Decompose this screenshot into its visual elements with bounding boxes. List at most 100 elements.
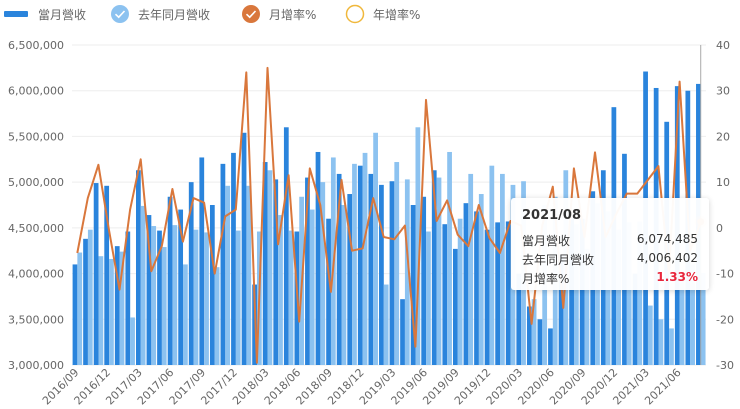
bar-current[interactable]: [241, 132, 247, 365]
bar-current[interactable]: [526, 306, 532, 365]
bar-last-year[interactable]: [98, 256, 104, 365]
bar-last-year[interactable]: [214, 267, 220, 365]
bar-current[interactable]: [336, 173, 342, 365]
legend-item-yoy-growth[interactable]: 年增率%: [345, 4, 420, 24]
bar-last-year[interactable]: [700, 272, 706, 365]
bar-last-year[interactable]: [679, 278, 685, 365]
bar-current[interactable]: [273, 179, 279, 365]
bar-last-year[interactable]: [193, 229, 199, 365]
bar-current[interactable]: [157, 230, 162, 365]
bar-last-year[interactable]: [573, 224, 579, 365]
bar-last-year[interactable]: [278, 215, 283, 365]
bar-last-year[interactable]: [130, 317, 135, 365]
bar-current[interactable]: [389, 181, 395, 365]
bar-last-year[interactable]: [352, 163, 357, 365]
bar-current[interactable]: [231, 152, 236, 365]
bar-last-year[interactable]: [288, 230, 294, 365]
bar-current[interactable]: [72, 264, 78, 365]
bar-current[interactable]: [505, 221, 511, 365]
bar-current[interactable]: [209, 205, 215, 365]
bar-current[interactable]: [305, 177, 310, 365]
bar-current[interactable]: [114, 246, 120, 365]
bar-current[interactable]: [421, 196, 427, 365]
bar-current[interactable]: [368, 173, 374, 365]
bar-last-year[interactable]: [616, 229, 622, 365]
bar-last-year[interactable]: [235, 230, 241, 365]
bar-last-year[interactable]: [637, 221, 643, 365]
bar-last-year[interactable]: [500, 173, 505, 365]
bar-current[interactable]: [379, 184, 384, 365]
bar-current[interactable]: [347, 194, 353, 365]
bar-last-year[interactable]: [426, 231, 431, 365]
bar-current[interactable]: [453, 248, 458, 365]
legend-item-current-revenue[interactable]: 當月營收: [4, 4, 86, 24]
bar-last-year[interactable]: [140, 205, 146, 365]
bar-current[interactable]: [93, 183, 99, 365]
bar-last-year[interactable]: [161, 247, 167, 365]
bar-current[interactable]: [199, 157, 205, 365]
bar-last-year[interactable]: [373, 132, 378, 365]
bar-current[interactable]: [136, 170, 141, 365]
bar-last-year[interactable]: [309, 209, 315, 365]
bar-current[interactable]: [410, 205, 416, 365]
bar-last-year[interactable]: [489, 165, 495, 365]
bar-last-year[interactable]: [415, 127, 421, 366]
bar-current[interactable]: [548, 328, 553, 365]
bar-current[interactable]: [484, 229, 490, 365]
bar-current[interactable]: [188, 182, 194, 365]
bar-current[interactable]: [146, 215, 152, 365]
bar-last-year[interactable]: [109, 258, 114, 365]
bar-last-year[interactable]: [204, 232, 209, 365]
bar-last-year[interactable]: [87, 229, 93, 365]
bar-last-year[interactable]: [119, 251, 125, 365]
bar-current[interactable]: [357, 165, 363, 365]
legend-item-mom-growth[interactable]: 月增率%: [241, 4, 316, 24]
bar-current[interactable]: [220, 163, 226, 365]
bar-current[interactable]: [326, 218, 331, 365]
bar-current[interactable]: [442, 224, 448, 365]
bar-last-year[interactable]: [320, 182, 326, 365]
bar-last-year[interactable]: [457, 218, 463, 365]
bar-current[interactable]: [474, 211, 479, 365]
legend-item-last-year-revenue[interactable]: 去年同月營收: [110, 4, 210, 24]
bar-last-year[interactable]: [77, 252, 83, 365]
bar-current[interactable]: [495, 222, 501, 365]
bar-last-year[interactable]: [172, 225, 178, 365]
bar-last-year[interactable]: [436, 177, 442, 365]
bar-current[interactable]: [178, 209, 184, 365]
bar-current[interactable]: [262, 162, 268, 365]
bar-current[interactable]: [431, 170, 437, 365]
bar-current[interactable]: [83, 238, 88, 365]
bar-last-year[interactable]: [267, 170, 273, 365]
bar-last-year[interactable]: [183, 264, 188, 365]
bar-last-year[interactable]: [151, 226, 157, 365]
bar-current[interactable]: [632, 273, 638, 365]
bar-current[interactable]: [167, 196, 173, 365]
bar-current[interactable]: [400, 299, 405, 365]
bar-current[interactable]: [125, 231, 131, 365]
bar-last-year[interactable]: [341, 205, 347, 365]
bar-last-year[interactable]: [690, 264, 695, 365]
bar-last-year[interactable]: [658, 319, 664, 365]
bar-current[interactable]: [579, 218, 585, 365]
bar-last-year[interactable]: [647, 305, 653, 365]
bar-current[interactable]: [463, 203, 469, 365]
bar-last-year[interactable]: [468, 173, 474, 365]
bar-current[interactable]: [104, 185, 110, 365]
bar-current[interactable]: [283, 127, 289, 366]
bar-last-year[interactable]: [404, 179, 410, 365]
bar-last-year[interactable]: [225, 185, 231, 365]
bar-current[interactable]: [537, 319, 543, 365]
bar-last-year[interactable]: [478, 194, 484, 365]
bar-current[interactable]: [569, 218, 574, 365]
bar-last-year[interactable]: [584, 248, 590, 365]
bar-last-year[interactable]: [669, 328, 674, 365]
bar-current[interactable]: [315, 151, 321, 365]
bar-current[interactable]: [558, 255, 564, 365]
bar-last-year[interactable]: [626, 222, 632, 365]
bar-last-year[interactable]: [394, 162, 400, 365]
bar-last-year[interactable]: [447, 151, 452, 365]
bar-last-year[interactable]: [362, 152, 368, 365]
bar-last-year[interactable]: [383, 284, 389, 365]
